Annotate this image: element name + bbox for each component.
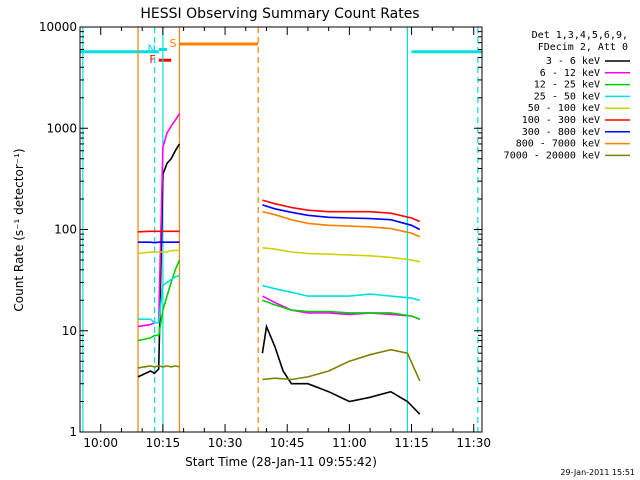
flag-bars: FN S [80, 37, 482, 66]
x-tick-label: 11:15 [394, 436, 429, 450]
legend-label: 300 - 800 keV [522, 127, 600, 138]
series-line [137, 143, 181, 378]
x-axis-label: Start Time (28-Jan-11 09:55:42) [185, 455, 377, 469]
footer-timestamp: 29-Jan-2011 15:51 [560, 468, 635, 477]
y-tick-label: 1000 [46, 121, 77, 135]
legend: Det 1,3,4,5,6,9,FDecim 2, Att 0 3 - 6 keV… [504, 30, 630, 161]
legend-label: 50 - 100 keV [528, 103, 600, 114]
flag-label: S [169, 37, 176, 50]
y-tick-label: 1 [69, 425, 77, 439]
series-line [262, 299, 421, 320]
legend-header: FDecim 2, Att 0 [538, 42, 628, 53]
axes: 10:00 10:15 10:30 10:45 11:00 11:15 11:30 1 10 10… [39, 20, 491, 450]
legend-label: 3 - 6 keV [546, 56, 600, 67]
series-group [137, 113, 421, 415]
series-line [262, 204, 421, 231]
x-tick-label: 11:00 [332, 436, 367, 450]
legend-label: 7000 - 20000 keV [504, 150, 600, 161]
x-tick-label: 10:30 [208, 436, 243, 450]
series-line [262, 247, 420, 263]
legend-label: 100 - 300 keV [522, 115, 600, 126]
series-line [262, 210, 421, 238]
series-line [137, 249, 180, 255]
series-line [138, 241, 180, 244]
legend-label: 6 - 12 keV [540, 68, 600, 79]
series-line [137, 259, 181, 342]
series-line [262, 284, 421, 302]
x-tick-label: 11:30 [456, 436, 491, 450]
x-tick-label: 10:45 [270, 436, 305, 450]
x-tick-label: 10:15 [146, 436, 181, 450]
series-line [137, 230, 180, 233]
y-tick-label: 10000 [39, 20, 77, 34]
series-line [262, 199, 421, 223]
plot-frame [79, 26, 483, 433]
legend-label: 800 - 7000 keV [516, 139, 600, 150]
y-axis-label: Count Rate (s⁻¹ detector⁻¹) [12, 148, 26, 311]
flag-label: F [149, 53, 155, 66]
series-line [262, 348, 421, 382]
flag-label: N [148, 42, 156, 55]
series-line [137, 113, 181, 328]
legend-header: Det 1,3,4,5,6,9, [532, 30, 628, 41]
series-line [138, 274, 180, 324]
series-line [261, 323, 421, 415]
y-tick-label: 10 [62, 324, 77, 338]
legend-label: 25 - 50 keV [534, 91, 600, 102]
x-tick-label: 10:00 [83, 436, 118, 450]
legend-label: 12 - 25 keV [534, 80, 600, 91]
series-line [137, 365, 180, 369]
chart-title: HESSI Observing Summary Count Rates [140, 6, 419, 22]
y-tick-label: 100 [54, 223, 77, 237]
